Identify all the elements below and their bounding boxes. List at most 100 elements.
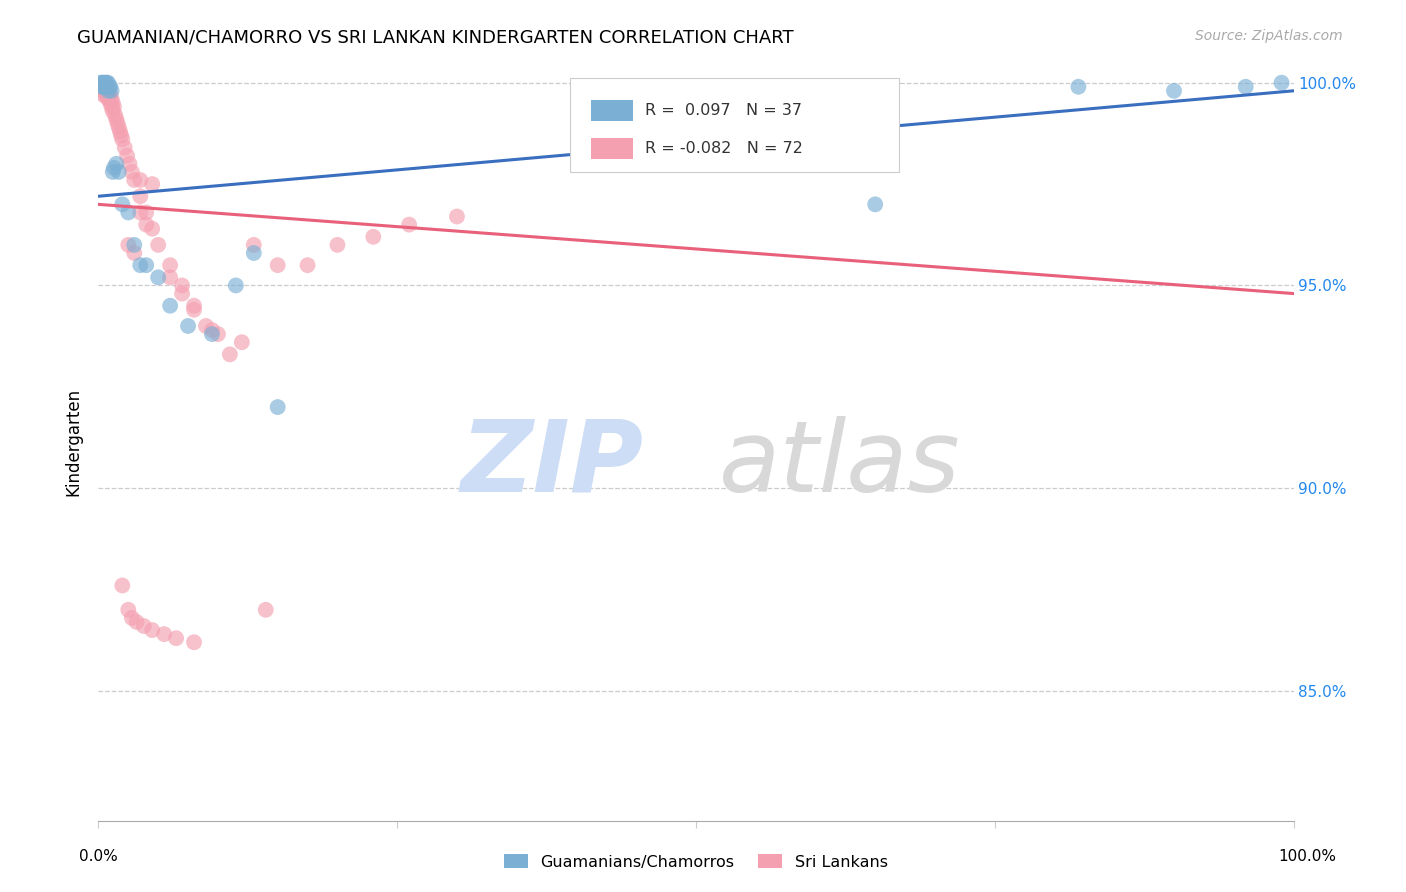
- Point: [94, 79, 117, 94]
- Point: [201, 327, 224, 342]
- Point: [267, 400, 290, 414]
- Point: [243, 238, 266, 252]
- Point: [97, 92, 120, 106]
- Text: GUAMANIAN/CHAMORRO VS SRI LANKAN KINDERGARTEN CORRELATION CHART: GUAMANIAN/CHAMORRO VS SRI LANKAN KINDERG…: [77, 29, 794, 46]
- Point: [107, 120, 129, 135]
- Point: [225, 278, 247, 293]
- FancyBboxPatch shape: [571, 78, 900, 172]
- Point: [165, 631, 187, 645]
- Point: [110, 128, 132, 143]
- Point: [107, 116, 129, 130]
- Point: [96, 79, 118, 94]
- Point: [96, 87, 118, 102]
- Point: [231, 335, 253, 350]
- Point: [98, 79, 121, 94]
- Point: [100, 92, 122, 106]
- Point: [135, 205, 157, 219]
- Point: [201, 323, 224, 337]
- Point: [100, 84, 122, 98]
- Point: [117, 205, 139, 219]
- Point: [105, 112, 128, 127]
- Point: [129, 173, 152, 187]
- Legend: Guamanians/Chamorros, Sri Lankans: Guamanians/Chamorros, Sri Lankans: [503, 854, 889, 870]
- Point: [363, 229, 385, 244]
- Text: 100.0%: 100.0%: [1278, 849, 1337, 863]
- Text: 0.0%: 0.0%: [79, 849, 118, 863]
- Point: [94, 79, 117, 94]
- Point: [114, 140, 136, 154]
- Text: R =  0.097   N = 37: R = 0.097 N = 37: [644, 103, 801, 118]
- Point: [129, 205, 152, 219]
- Point: [111, 197, 134, 211]
- Y-axis label: Kindergarten: Kindergarten: [65, 387, 83, 496]
- Point: [865, 197, 887, 211]
- Point: [91, 79, 114, 94]
- Point: [446, 210, 468, 224]
- Point: [94, 76, 117, 90]
- Point: [107, 165, 129, 179]
- Point: [97, 84, 120, 98]
- Point: [297, 258, 319, 272]
- Point: [91, 79, 114, 94]
- Bar: [591, 100, 633, 120]
- Point: [93, 76, 115, 90]
- Point: [129, 189, 152, 203]
- Point: [135, 258, 157, 272]
- Point: [98, 87, 122, 102]
- Point: [125, 615, 148, 629]
- Point: [91, 76, 114, 90]
- Point: [148, 270, 170, 285]
- Point: [172, 286, 194, 301]
- Point: [153, 627, 176, 641]
- Point: [183, 302, 205, 317]
- Point: [135, 218, 157, 232]
- Point: [90, 79, 112, 94]
- Point: [254, 603, 277, 617]
- Text: R = -0.082   N = 72: R = -0.082 N = 72: [644, 141, 803, 155]
- Point: [91, 84, 114, 98]
- Point: [103, 100, 125, 114]
- Point: [129, 258, 152, 272]
- Point: [100, 100, 122, 114]
- Point: [101, 104, 124, 119]
- Point: [111, 132, 134, 146]
- Point: [96, 79, 118, 94]
- Point: [219, 347, 242, 361]
- Text: Source: ZipAtlas.com: Source: ZipAtlas.com: [1195, 29, 1343, 43]
- Point: [121, 611, 143, 625]
- Point: [105, 157, 128, 171]
- Point: [98, 95, 122, 110]
- Point: [124, 173, 146, 187]
- Point: [93, 84, 115, 98]
- Point: [183, 635, 205, 649]
- Point: [111, 578, 134, 592]
- Point: [121, 165, 143, 179]
- Point: [1234, 79, 1257, 94]
- Point: [159, 270, 181, 285]
- Point: [124, 246, 146, 260]
- Point: [177, 318, 200, 333]
- Point: [207, 327, 229, 342]
- Point: [98, 92, 121, 106]
- Point: [118, 157, 141, 171]
- Point: [93, 79, 115, 94]
- Point: [97, 84, 120, 98]
- Point: [115, 149, 138, 163]
- Point: [91, 84, 114, 98]
- Point: [91, 76, 114, 90]
- Point: [267, 258, 290, 272]
- Point: [195, 318, 218, 333]
- Point: [117, 603, 139, 617]
- Point: [398, 218, 420, 232]
- Point: [93, 79, 115, 94]
- Point: [96, 76, 118, 90]
- Point: [124, 238, 146, 252]
- Point: [172, 278, 194, 293]
- Point: [141, 221, 163, 235]
- Text: atlas: atlas: [718, 416, 960, 513]
- Point: [159, 258, 181, 272]
- Point: [117, 238, 139, 252]
- Point: [141, 177, 163, 191]
- Point: [1271, 76, 1294, 90]
- Text: ZIP: ZIP: [461, 416, 644, 513]
